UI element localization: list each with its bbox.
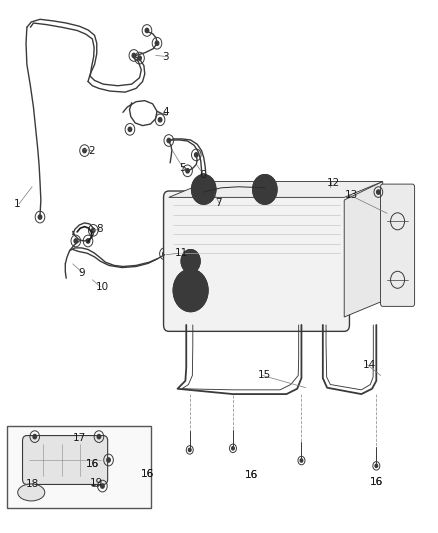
Circle shape <box>74 239 78 243</box>
Circle shape <box>33 434 36 439</box>
Circle shape <box>132 53 136 58</box>
Circle shape <box>162 252 166 256</box>
Text: 16: 16 <box>245 471 258 480</box>
Bar <box>7 426 151 508</box>
Circle shape <box>213 198 216 203</box>
Circle shape <box>92 228 95 232</box>
Circle shape <box>158 118 162 122</box>
Circle shape <box>167 139 170 143</box>
Circle shape <box>107 458 110 462</box>
Circle shape <box>377 190 380 194</box>
Text: 18: 18 <box>26 480 39 489</box>
Text: 12: 12 <box>327 177 340 188</box>
Polygon shape <box>344 181 383 317</box>
Text: 13: 13 <box>345 190 358 200</box>
Circle shape <box>375 464 378 467</box>
Circle shape <box>181 249 200 273</box>
Circle shape <box>232 447 234 450</box>
Circle shape <box>300 459 303 462</box>
Text: 16: 16 <box>86 459 99 469</box>
Text: 17: 17 <box>73 433 86 443</box>
Circle shape <box>138 56 141 60</box>
Circle shape <box>191 174 216 204</box>
Text: 8: 8 <box>96 224 102 235</box>
Circle shape <box>206 191 210 195</box>
Polygon shape <box>169 181 383 197</box>
Circle shape <box>173 269 208 312</box>
Text: 7: 7 <box>215 198 221 208</box>
Text: 16: 16 <box>141 469 154 479</box>
Text: 11: 11 <box>174 248 188 258</box>
Circle shape <box>86 239 90 243</box>
Text: 14: 14 <box>363 360 376 370</box>
Ellipse shape <box>18 484 45 501</box>
Text: 16: 16 <box>245 471 258 480</box>
Circle shape <box>101 484 104 488</box>
Text: 6: 6 <box>199 170 206 180</box>
Text: 16: 16 <box>86 459 99 469</box>
Text: 3: 3 <box>162 52 169 61</box>
FancyBboxPatch shape <box>22 435 108 484</box>
Text: 9: 9 <box>78 268 85 278</box>
Text: 16: 16 <box>141 469 154 479</box>
Circle shape <box>97 434 101 439</box>
Circle shape <box>128 127 132 132</box>
Text: 1: 1 <box>14 199 21 209</box>
Circle shape <box>83 149 86 153</box>
Circle shape <box>155 41 159 45</box>
Circle shape <box>186 168 189 173</box>
Text: 5: 5 <box>179 163 185 173</box>
Circle shape <box>188 448 191 451</box>
Text: 2: 2 <box>88 146 95 156</box>
FancyBboxPatch shape <box>381 184 415 306</box>
Circle shape <box>145 28 149 33</box>
Text: 15: 15 <box>258 370 272 381</box>
Text: 4: 4 <box>162 107 169 117</box>
Text: 16: 16 <box>370 477 383 487</box>
Circle shape <box>253 174 277 204</box>
Circle shape <box>201 185 205 190</box>
FancyBboxPatch shape <box>163 191 350 332</box>
Circle shape <box>38 215 42 219</box>
Text: 16: 16 <box>370 477 383 487</box>
Circle shape <box>194 153 198 157</box>
Text: 10: 10 <box>96 282 109 292</box>
Text: 19: 19 <box>90 479 103 488</box>
